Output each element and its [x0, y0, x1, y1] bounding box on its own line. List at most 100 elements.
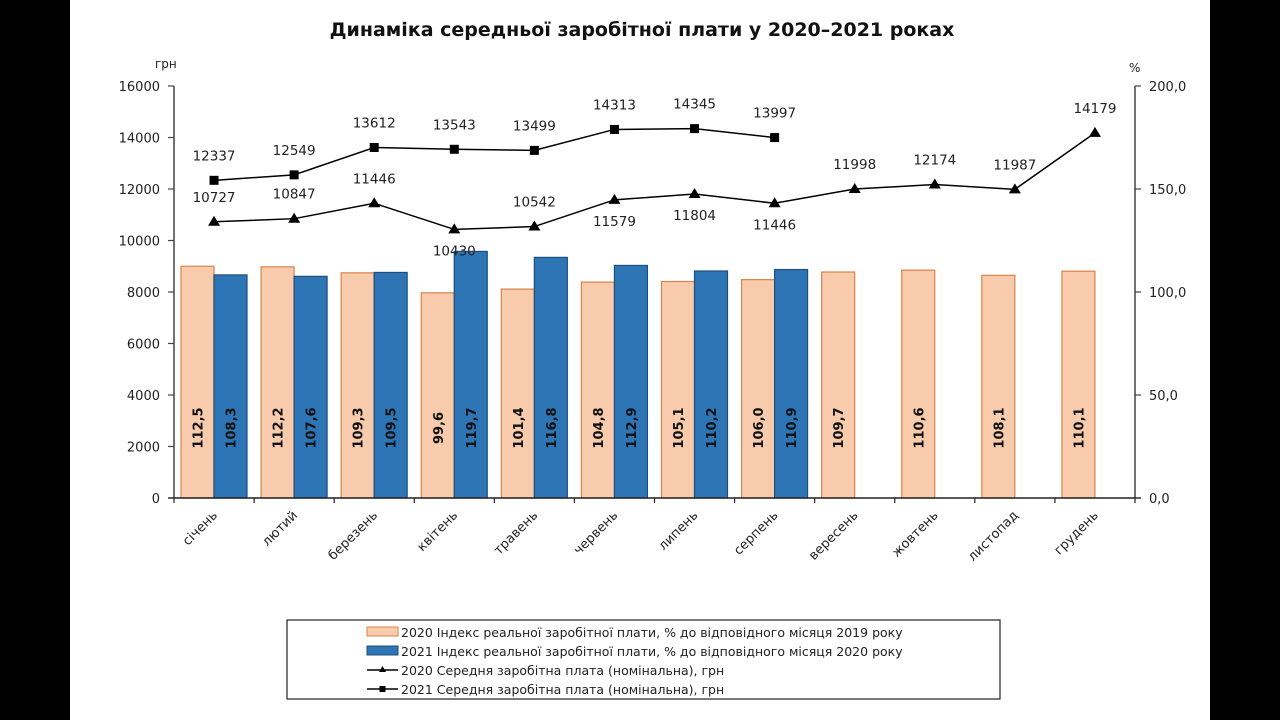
bar-data-label: 105,1 [672, 407, 687, 448]
bar-2021-7 [773, 268, 809, 499]
bar-data-label: 101,4 [512, 407, 527, 448]
bar-data-label: 108,3 [225, 407, 240, 448]
left-axis-unit: грн [155, 57, 177, 71]
bar-2020-7 [740, 279, 776, 499]
x-axis-category-label: грудень [1052, 508, 1102, 558]
left-axis-tick-label: 8000 [127, 286, 160, 301]
bar-data-label: 106,0 [752, 407, 767, 448]
bar-2021-3 [453, 250, 488, 499]
triangle-marker [288, 212, 301, 223]
triangle-marker [688, 188, 701, 199]
triangle-marker [448, 223, 461, 234]
bar-data-label: 112,9 [625, 407, 640, 448]
legend: 2020 Індекс реальної заробітної плати, %… [286, 619, 1001, 700]
line-data-label: 11446 [753, 217, 796, 233]
line-data-label: 13543 [433, 117, 476, 133]
left-axis-tick-label: 6000 [127, 338, 160, 353]
square-marker [369, 142, 379, 152]
square-marker [289, 170, 299, 180]
square-marker [209, 175, 219, 185]
left-axis-tick-label: 16000 [119, 80, 160, 95]
line-data-label: 12549 [273, 143, 316, 159]
lines-layer: 10727 10847 11446 10430 10542 11579 11804 11446… [193, 97, 1117, 260]
legend-entry-label: 2021 Середня заробітна плата (номінальна… [401, 682, 724, 697]
bar-2020-11 [1061, 270, 1096, 499]
bar-2020-5 [580, 281, 616, 499]
left-axis-tick-label: 0 [152, 492, 160, 507]
chart-title: Динаміка середньої заробітної плати у 20… [330, 19, 955, 41]
square-marker [449, 144, 459, 154]
right-axis-tick-label: 100,0 [1149, 286, 1186, 301]
bar-2021-4 [533, 256, 568, 499]
left-axis-tick-label: 10000 [119, 235, 160, 250]
line-data-label: 10430 [433, 243, 476, 259]
bar-data-label: 107,6 [305, 407, 320, 448]
x-axis-category-label: квітень [415, 508, 462, 555]
bar-2021-6 [693, 270, 729, 499]
bar-data-label: 110,1 [1072, 407, 1087, 448]
bar-2020-0 [180, 265, 215, 499]
line-data-label: 12337 [193, 148, 236, 164]
line-data-label: 11579 [593, 214, 636, 230]
right-axis-tick-label: 150,0 [1149, 183, 1186, 198]
bar-data-label: 110,6 [912, 407, 927, 448]
x-axis-category-label: жовтень [889, 508, 941, 560]
square-marker [609, 124, 619, 134]
bar-data-label: 110,2 [705, 407, 720, 448]
bar-2020-2 [340, 272, 375, 499]
x-axis-category-label: серпень [731, 508, 781, 558]
bar-2021-1 [293, 275, 328, 499]
x-axis-category-label: травень [491, 508, 541, 558]
legend-entry-label: 2020 Середня заробітна плата (номінальна… [401, 663, 724, 678]
line-data-label: 13499 [513, 118, 556, 134]
line-data-label: 14345 [673, 97, 716, 113]
right-axis-tick-label: 200,0 [1149, 80, 1186, 95]
square-marker [770, 133, 780, 143]
square-marker [529, 145, 539, 155]
x-axis-category-label: березень [326, 508, 381, 563]
bar-data-label: 109,7 [832, 407, 847, 448]
triangle-marker [1088, 126, 1101, 137]
legend-swatch-2021-index [366, 645, 399, 656]
bar-2021-2 [373, 271, 408, 499]
x-axis-category-label: вересень [806, 508, 861, 563]
bar-2020-4 [500, 288, 535, 499]
triangle-marker [528, 220, 541, 231]
left-axis-tick-label: 4000 [127, 389, 160, 404]
line-data-label: 11998 [833, 157, 876, 173]
bar-data-label: 119,7 [465, 407, 480, 448]
line-data-label: 14179 [1073, 101, 1116, 117]
left-axis-tick-label: 12000 [119, 183, 160, 198]
x-axis-category-label: лютий [259, 508, 301, 550]
bar-data-label: 99,6 [432, 412, 447, 444]
bar-data-label: 112,5 [192, 407, 207, 448]
legend-entry-label: 2020 Індекс реальної заробітної плати, %… [401, 625, 903, 640]
line-data-label: 14313 [593, 97, 636, 113]
left-axis-tick-label: 2000 [127, 441, 160, 456]
right-axis-tick-label: 0,0 [1149, 492, 1170, 507]
line-2021 [213, 127, 775, 182]
bar-2021-0 [213, 274, 248, 499]
line-data-label: 10542 [513, 195, 556, 211]
chart: Динаміка середньої заробітної плати у 20… [119, 19, 1186, 700]
bar-2020-8 [821, 271, 856, 499]
bar-data-label: 108,1 [992, 407, 1007, 448]
line-data-label: 10847 [273, 187, 316, 203]
legend-entry-label: 2021 Індекс реальної заробітної плати, %… [401, 644, 903, 659]
line-data-label: 11804 [673, 208, 716, 224]
triangle-marker [768, 197, 781, 208]
x-axis-category-label: січень [180, 508, 221, 549]
x-axis-category-label: липень [656, 508, 702, 554]
right-axis-tick-label: 50,0 [1149, 389, 1178, 404]
line-data-label: 10727 [193, 190, 236, 206]
chart-page: Динаміка середньої заробітної плати у 20… [70, 0, 1210, 720]
line-data-label: 11987 [993, 157, 1036, 173]
bar-2020-9 [901, 269, 936, 499]
bar-2020-6 [660, 280, 696, 499]
bar-data-label: 110,9 [785, 407, 800, 448]
x-axis-category-label: листопад [965, 508, 1021, 564]
triangle-marker [368, 197, 381, 208]
x-axis-category-label: червень [571, 508, 621, 558]
line-data-label: 13612 [353, 115, 396, 131]
line-data-label: 12174 [913, 153, 956, 169]
